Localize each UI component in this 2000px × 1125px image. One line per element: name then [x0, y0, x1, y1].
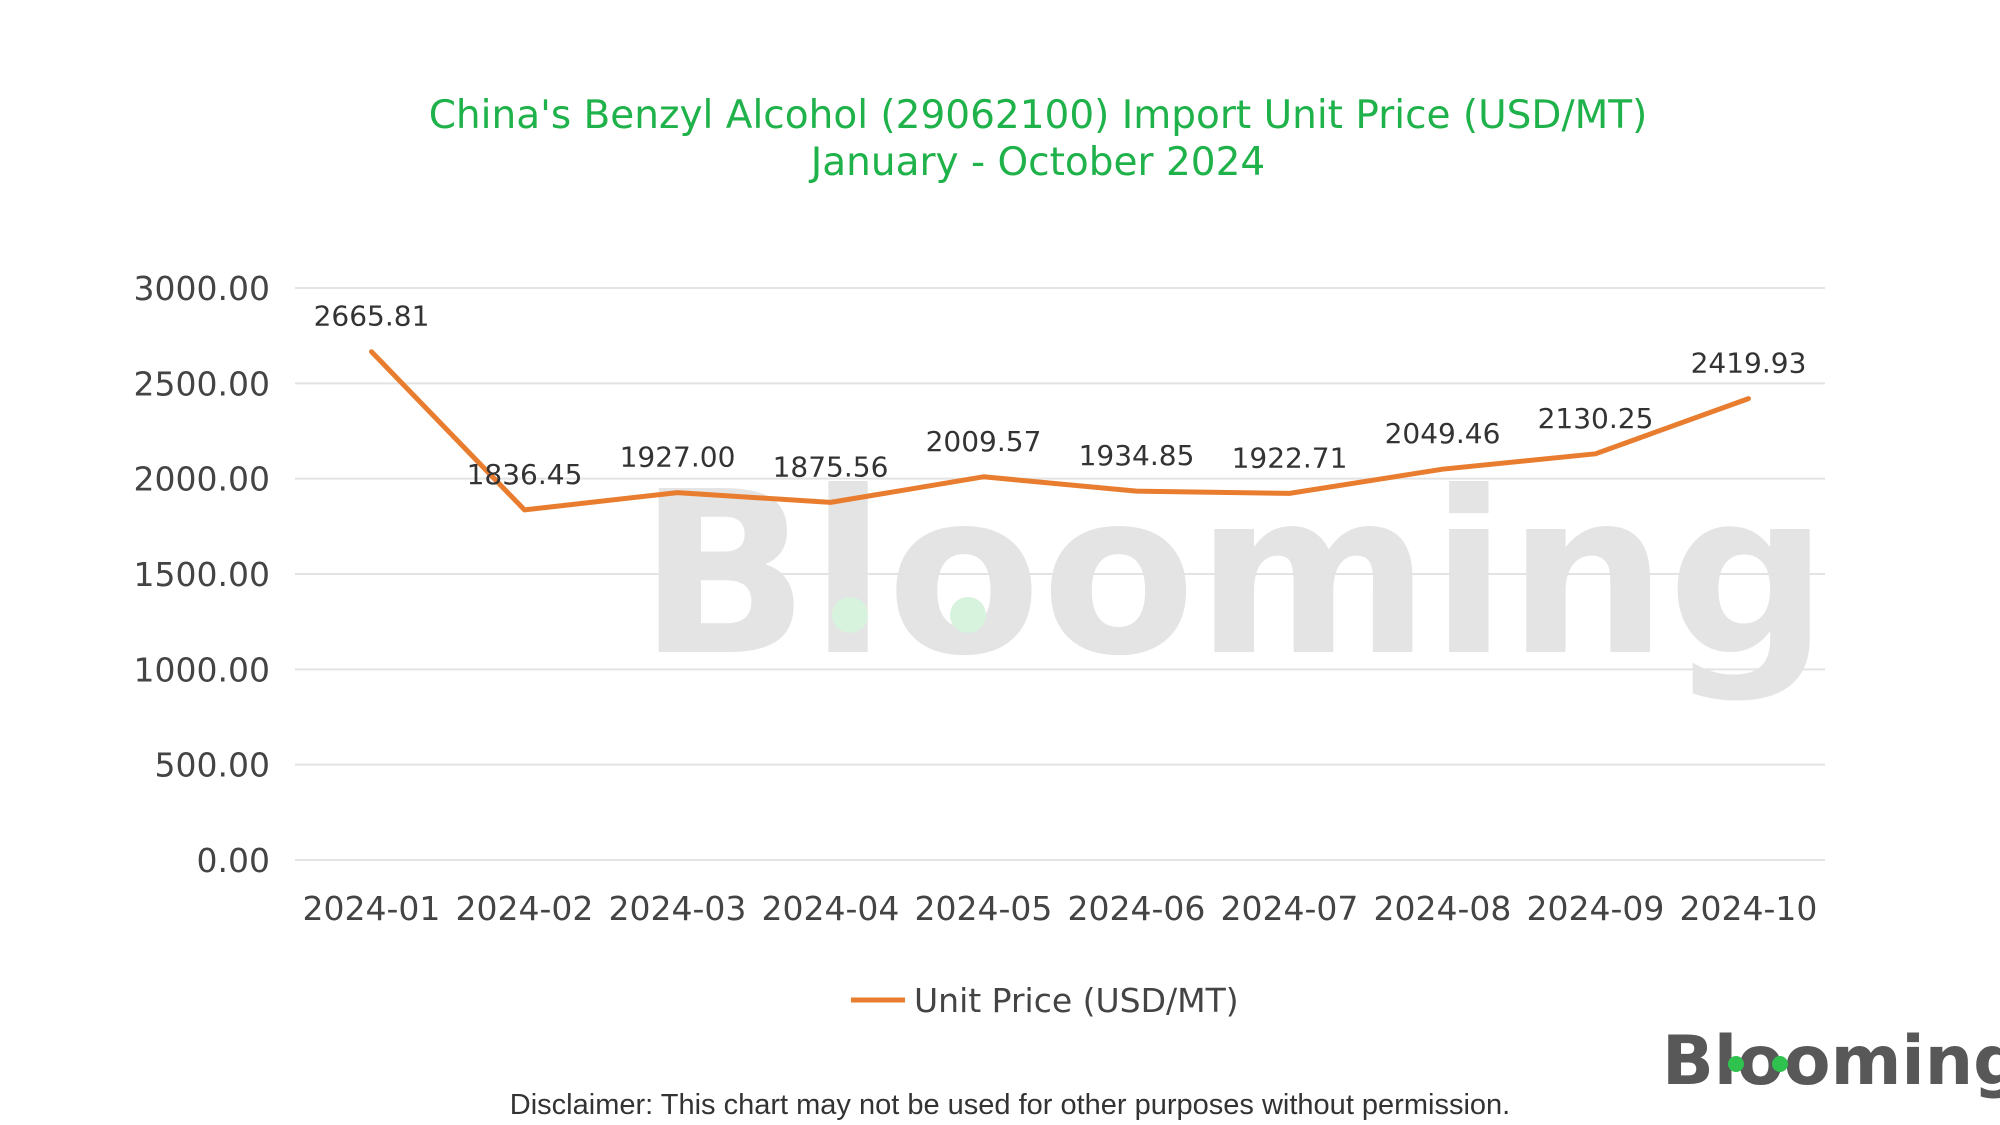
legend: Unit Price (USD/MT) — [851, 981, 1239, 1020]
data-labels: 2665.81 1836.45 1927.00 1875.56 2009.57 1934.… — [314, 300, 1807, 491]
x-axis: 2024-01 2024-02 2024-03 2024-04 2024-05 2024-… — [303, 889, 1818, 928]
y-axis: 0.00 500.00 1000.00 1500.00 2000.00 2500.00 30… — [134, 269, 270, 880]
watermark-eye-left — [832, 597, 868, 633]
y-tick-label: 3000.00 — [134, 269, 270, 308]
data-label: 2130.25 — [1538, 402, 1654, 435]
y-tick-label: 1500.00 — [134, 555, 270, 594]
x-tick-label: 2024-09 — [1527, 889, 1665, 928]
x-tick-label: 2024-10 — [1680, 889, 1818, 928]
grid-lines — [295, 287, 1825, 861]
chart-title: China's Benzyl Alcohol (29062100) Import… — [429, 93, 1648, 138]
x-tick-label: 2024-06 — [1068, 889, 1206, 928]
y-tick-label: 1000.00 — [134, 650, 270, 689]
series-line — [369, 349, 1751, 513]
data-label: 2419.93 — [1691, 347, 1807, 380]
y-tick-label: 500.00 — [155, 746, 270, 785]
legend-label: Unit Price (USD/MT) — [914, 981, 1239, 1020]
brand-logo-text: Blooming — [1662, 1022, 2000, 1101]
x-tick-label: 2024-08 — [1374, 889, 1512, 928]
x-tick-label: 2024-07 — [1221, 889, 1359, 928]
data-label: 1836.45 — [467, 458, 583, 491]
data-label: 1934.85 — [1079, 439, 1195, 472]
disclaimer-text: Disclaimer: This chart may not be used f… — [510, 1089, 1510, 1121]
x-tick-label: 2024-02 — [456, 889, 594, 928]
data-label: 1927.00 — [620, 441, 736, 474]
x-tick-label: 2024-04 — [762, 889, 900, 928]
chart-subtitle: January - October 2024 — [808, 140, 1265, 185]
data-label: 1922.71 — [1232, 441, 1348, 474]
x-tick-label: 2024-05 — [915, 889, 1053, 928]
data-label: 2049.46 — [1385, 417, 1501, 450]
brand-eye-left — [1728, 1056, 1744, 1072]
brand-eye-right — [1772, 1056, 1788, 1072]
y-tick-label: 0.00 — [197, 841, 270, 880]
data-label: 2665.81 — [314, 300, 430, 333]
x-tick-label: 2024-03 — [609, 889, 747, 928]
data-label: 1875.56 — [773, 450, 889, 483]
x-tick-label: 2024-01 — [303, 889, 441, 928]
brand-logo: Blooming — [1662, 1022, 2000, 1101]
y-tick-label: 2000.00 — [134, 460, 270, 499]
y-tick-label: 2500.00 — [134, 364, 270, 403]
data-label: 2009.57 — [926, 425, 1042, 458]
series-line-layer — [369, 349, 1751, 513]
watermark-eye-right — [950, 597, 986, 633]
